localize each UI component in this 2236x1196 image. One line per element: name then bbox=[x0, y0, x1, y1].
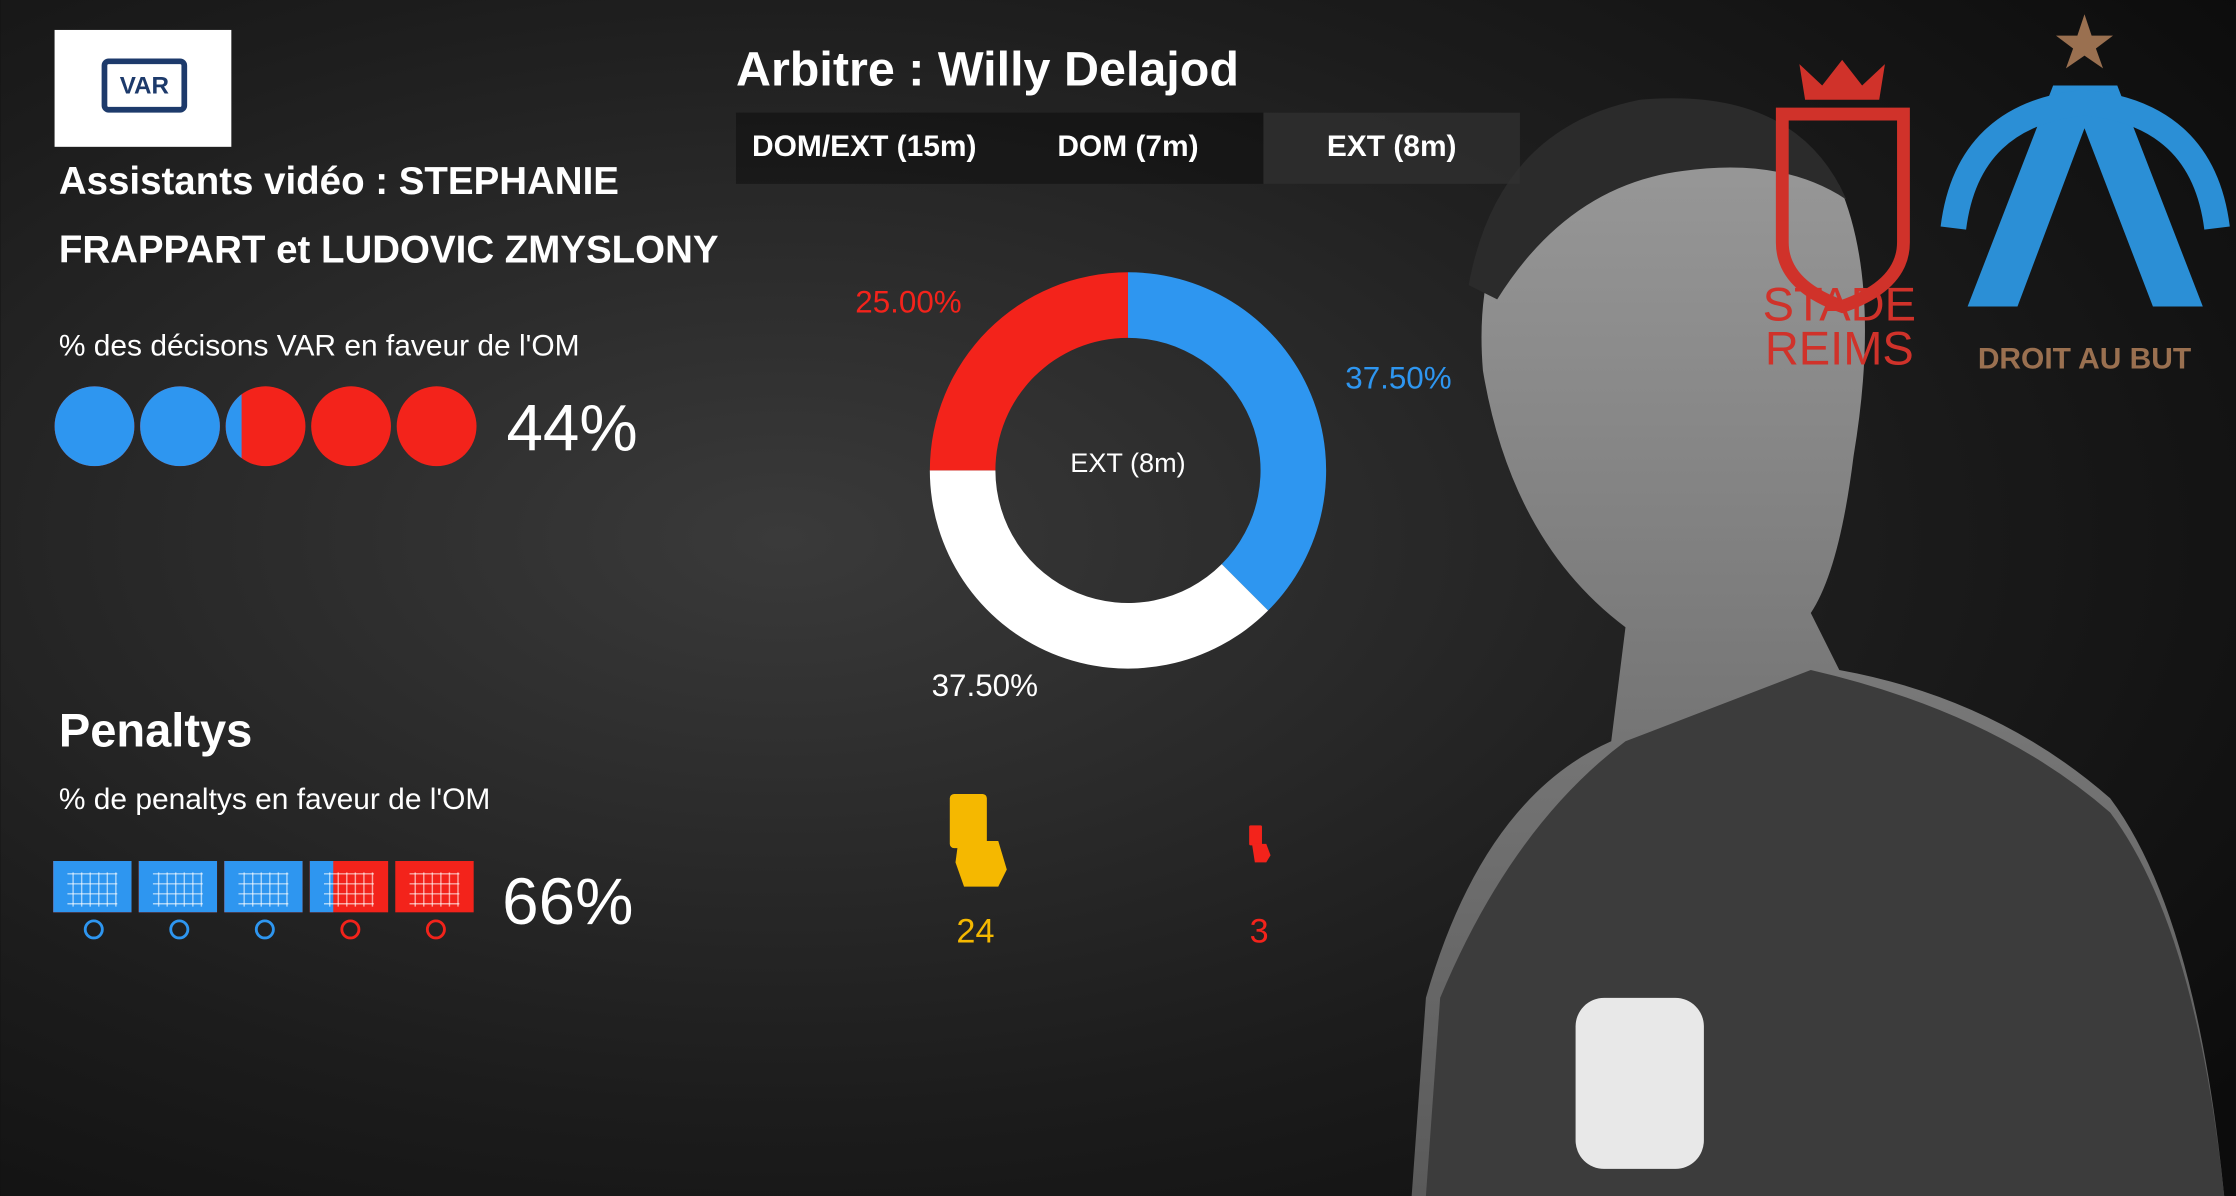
tab-selected bbox=[1263, 112, 1520, 184]
goal-fill bbox=[224, 861, 303, 913]
yellow-count: 24 bbox=[956, 913, 994, 951]
var-circle-fill bbox=[54, 386, 135, 467]
reims-crown bbox=[1799, 59, 1885, 100]
ball bbox=[169, 919, 190, 940]
ball bbox=[254, 919, 275, 940]
om-m bbox=[1940, 89, 2230, 230]
penalties-label: % de penaltys en faveur de l'OM bbox=[59, 783, 491, 816]
yellow-card bbox=[949, 794, 987, 849]
var-stat-value: 44% bbox=[506, 392, 637, 465]
var-stat-label: % des décisons VAR en faveur de l'OM bbox=[59, 330, 580, 363]
donut-label: 37.50% bbox=[932, 668, 1038, 703]
penalties-title: Penaltys bbox=[59, 704, 252, 757]
hand bbox=[955, 841, 1007, 887]
reims-crest bbox=[1775, 107, 1910, 314]
red-card bbox=[1249, 825, 1262, 846]
ball bbox=[340, 919, 361, 940]
tab: EXT (8m) bbox=[1327, 130, 1457, 163]
assistants-line: Assistants vidéo : STEPHANIE bbox=[59, 160, 619, 203]
donut-segment bbox=[929, 272, 1128, 471]
dynamic-layer: DOM/EXT (15m) DOM (7m) EXT (8m) 37.50% 37.50… bbox=[53, 112, 1520, 951]
var-circle-fill bbox=[140, 386, 220, 467]
var-logo-text: VAR bbox=[120, 72, 169, 99]
ball bbox=[83, 919, 104, 940]
referee-title: Arbitre : Willy Delajod bbox=[736, 42, 1239, 96]
var-circle bbox=[396, 386, 477, 467]
reims-text: REIMS bbox=[1765, 322, 1914, 375]
goal-net bbox=[67, 872, 118, 907]
donut-segment bbox=[929, 470, 1269, 669]
penalties-value: 66% bbox=[502, 865, 633, 938]
goal-fill bbox=[53, 861, 132, 913]
referee-photo bbox=[1411, 98, 2225, 1196]
goal-net bbox=[323, 872, 374, 907]
red-count: 3 bbox=[1250, 913, 1269, 951]
var-logo-box bbox=[54, 29, 232, 147]
hand bbox=[1251, 843, 1271, 863]
tab: DOM/EXT (15m) bbox=[752, 130, 976, 163]
tab: DOM (7m) bbox=[1057, 130, 1198, 163]
assistants-line: FRAPPART et LUDOVIC ZMYSLONY bbox=[59, 228, 719, 271]
var-circle bbox=[225, 386, 306, 467]
goal-net bbox=[238, 872, 289, 907]
om-a bbox=[1967, 85, 2203, 307]
donut-label: 25.00% bbox=[855, 284, 961, 319]
donut-center-label: EXT (8m) bbox=[1070, 447, 1185, 478]
var-logo-screen bbox=[101, 58, 188, 113]
goal bbox=[395, 861, 474, 913]
donut-segment bbox=[1127, 272, 1327, 611]
donut-label: 37.50% bbox=[1345, 361, 1451, 396]
goal-net bbox=[152, 872, 203, 907]
om-text: DROIT AU BUT bbox=[1978, 343, 2191, 376]
om-star bbox=[2055, 14, 2114, 69]
goal-fill bbox=[138, 861, 218, 913]
goal-net bbox=[409, 872, 460, 907]
ball bbox=[425, 919, 446, 940]
reims-text: STADE bbox=[1763, 277, 1916, 330]
var-circle bbox=[311, 386, 391, 467]
